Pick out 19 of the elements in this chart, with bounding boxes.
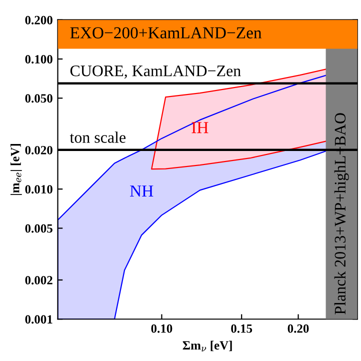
annotation: NH — [130, 186, 154, 196]
x-tick-label: 0.10 — [151, 324, 172, 333]
ref-line-label: CUORE, KamLAND−Zen — [70, 66, 241, 79]
x-tick-label: 0.15 — [231, 324, 252, 333]
y-tick-label: 0.002 — [25, 276, 52, 284]
x-axis-title: Σm$_{ν}$ [eV] — [182, 340, 232, 352]
y-axis-title: |m$_{ee}$| [eV] — [10, 144, 22, 195]
y-tick-label: 0.020 — [25, 146, 52, 154]
band-label: EXO−200+KamLAND−Zen — [70, 27, 262, 38]
y-tick-label: 0.050 — [25, 94, 52, 103]
y-tick-label: 0.005 — [25, 224, 52, 233]
annotation: IH — [192, 122, 208, 134]
ref-line-label: ton scale — [70, 132, 126, 143]
y-tick-label: 0.001 — [25, 315, 52, 324]
y-tick-label: 0.100 — [25, 55, 52, 64]
x-tick-label: 0.20 — [288, 324, 309, 333]
y-tick-label: 0.200 — [25, 16, 52, 24]
band-label: Planck 2013+WP+highL+BAO — [334, 113, 349, 314]
y-tick-label: 0.010 — [25, 185, 52, 194]
